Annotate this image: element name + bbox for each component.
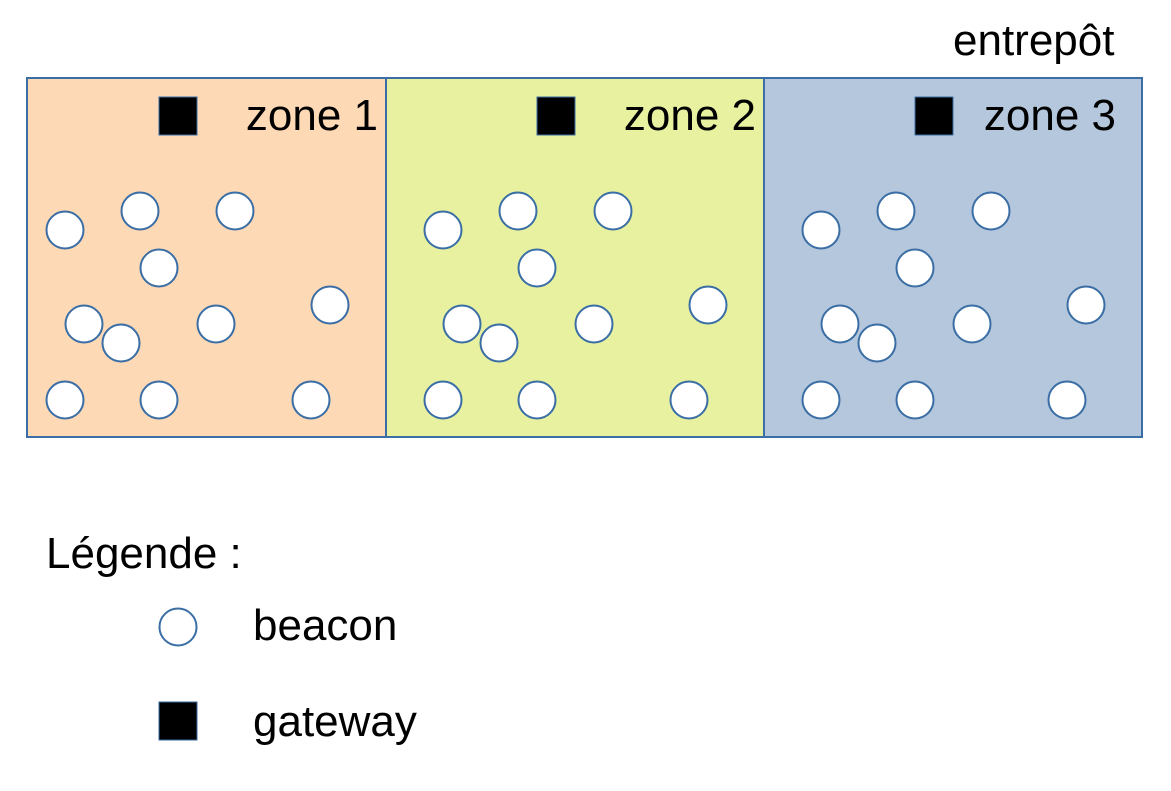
beacon-zone-1-3 xyxy=(215,191,255,231)
beacon-zone-2-4 xyxy=(517,248,557,288)
legend-gateway-icon xyxy=(158,701,198,741)
beacon-zone-3-7 xyxy=(952,304,992,344)
zone-1-label: zone 1 xyxy=(246,91,378,140)
beacon-zone-1-8 xyxy=(101,323,141,363)
beacon-zone-1-7 xyxy=(196,304,236,344)
zone-2-label: zone 2 xyxy=(624,91,756,140)
zone-2-area xyxy=(385,77,765,438)
beacon-zone-3-3 xyxy=(971,191,1011,231)
beacon-zone-3-4 xyxy=(895,248,935,288)
beacon-zone-3-2 xyxy=(876,191,916,231)
beacon-zone-3-1 xyxy=(801,210,841,250)
legend-beacon-label: beacon xyxy=(253,601,398,650)
gateway-zone-2 xyxy=(536,96,576,136)
warehouse-title: entrepôt xyxy=(953,16,1115,65)
gateway-zone-3 xyxy=(914,96,954,136)
gateway-zone-1 xyxy=(158,96,198,136)
beacon-zone-1-10 xyxy=(139,380,179,420)
beacon-zone-2-8 xyxy=(479,323,519,363)
beacon-zone-2-5 xyxy=(688,285,728,325)
zone-3-label: zone 3 xyxy=(984,91,1116,140)
zone-1-area xyxy=(26,77,387,438)
beacon-zone-3-11 xyxy=(1047,380,1087,420)
beacon-zone-1-9 xyxy=(45,380,85,420)
beacon-zone-3-6 xyxy=(820,304,860,344)
beacon-zone-2-7 xyxy=(574,304,614,344)
beacon-zone-2-3 xyxy=(593,191,633,231)
legend-gateway-label: gateway xyxy=(253,697,417,746)
beacon-zone-2-2 xyxy=(498,191,538,231)
beacon-zone-1-5 xyxy=(310,285,350,325)
beacon-zone-1-6 xyxy=(64,304,104,344)
beacon-zone-1-1 xyxy=(45,210,85,250)
beacon-zone-1-4 xyxy=(139,248,179,288)
beacon-group xyxy=(45,191,1106,420)
beacon-zone-3-5 xyxy=(1066,285,1106,325)
beacon-zone-1-2 xyxy=(120,191,160,231)
legend-title: Légende : xyxy=(46,529,242,578)
beacon-zone-2-9 xyxy=(423,380,463,420)
beacon-zone-2-11 xyxy=(669,380,709,420)
beacon-zone-2-10 xyxy=(517,380,557,420)
beacon-zone-3-10 xyxy=(895,380,935,420)
beacon-zone-3-8 xyxy=(857,323,897,363)
beacon-zone-2-6 xyxy=(442,304,482,344)
zone-3-area xyxy=(763,77,1143,438)
beacon-zone-2-1 xyxy=(423,210,463,250)
beacon-zone-3-9 xyxy=(801,380,841,420)
beacon-zone-1-11 xyxy=(291,380,331,420)
legend-beacon-icon xyxy=(158,607,198,647)
